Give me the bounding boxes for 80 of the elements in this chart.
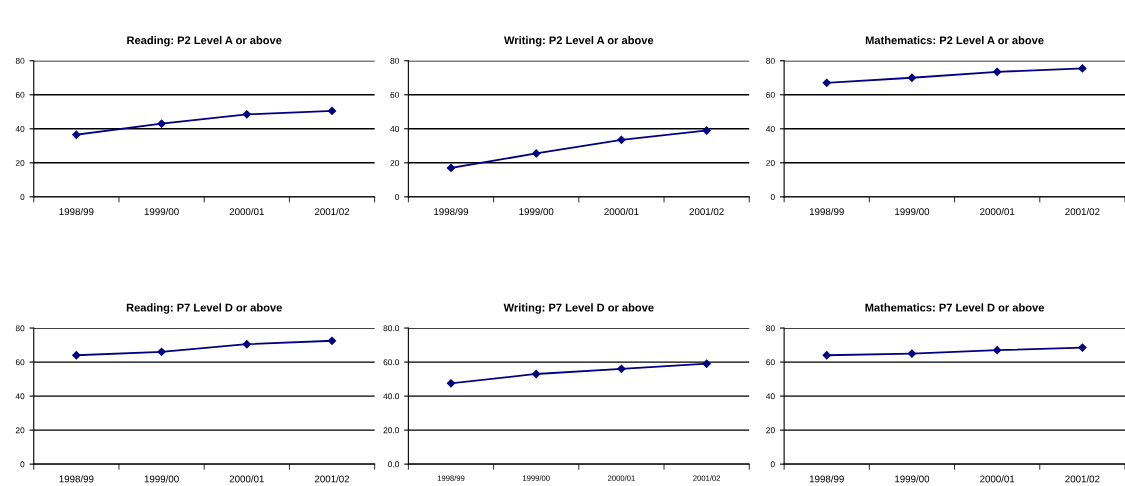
y-tick-label: 60: [766, 359, 775, 366]
x-tick-label: 1998/99: [59, 475, 94, 483]
y-tick-label: 40.0: [383, 393, 400, 400]
y-tick-label: 80: [766, 325, 775, 332]
x-tick-label: 1998/99: [59, 207, 94, 216]
point: [617, 364, 626, 374]
x-tick-label: 2000/01: [980, 207, 1015, 216]
chart-title: Reading: P7 Level D or above: [126, 303, 282, 314]
y-tick-label: 20: [766, 160, 775, 166]
point: [907, 73, 917, 82]
y-tick-label: 40: [15, 125, 25, 132]
y-tick-label: 20: [390, 160, 400, 166]
point: [72, 130, 81, 139]
x-tick-label: 2001/02: [314, 475, 350, 483]
point: [157, 119, 166, 128]
point: [822, 351, 831, 360]
y-tick-label: 60: [390, 91, 400, 98]
x-tick-label: 2001/02: [314, 207, 350, 216]
y-tick-label: 60: [15, 91, 25, 98]
x-tick-label: 1998/99: [434, 207, 469, 216]
chart-title: Mathematics: P2 Level A or above: [865, 36, 1044, 45]
point: [1078, 343, 1087, 352]
point: [532, 369, 541, 379]
x-tick-label: 2001/02: [1065, 475, 1100, 483]
point: [72, 351, 81, 360]
point: [327, 336, 337, 345]
x-tick-label: 1999/00: [144, 475, 179, 483]
y-tick-label: 60: [766, 91, 775, 98]
y-tick-label: 40: [766, 125, 775, 132]
y-tick-label: 0.0: [388, 461, 400, 468]
x-tick-label: 2001/02: [1065, 207, 1100, 216]
y-tick-label: 20: [15, 427, 25, 434]
point: [1078, 64, 1087, 73]
x-tick-label: 1999/00: [519, 207, 554, 216]
x-tick-label: 2001/02: [689, 207, 724, 216]
y-tick-label: 80: [15, 325, 25, 332]
chart-title: Reading: P2 Level A or above: [127, 36, 282, 47]
point: [242, 110, 251, 119]
x-tick-label: 1999/00: [895, 207, 930, 216]
y-tick-label: 0: [395, 194, 400, 200]
point: [157, 347, 166, 356]
y-tick-label: 80.0: [383, 325, 400, 332]
point: [822, 78, 831, 87]
point: [702, 359, 711, 368]
y-tick-label: 0: [20, 461, 25, 468]
x-tick-label: 2000/01: [229, 207, 264, 216]
point: [907, 349, 917, 358]
chart-title: Writing: P2 Level A or above: [504, 36, 654, 47]
point: [993, 67, 1002, 76]
point: [242, 340, 251, 349]
x-tick-label: 1998/99: [809, 475, 844, 483]
point: [532, 149, 541, 158]
x-tick-label: 2000/01: [229, 475, 264, 483]
y-tick-label: 20: [15, 160, 25, 166]
y-tick-label: 60: [15, 359, 25, 366]
y-tick-label: 80: [766, 57, 775, 64]
point: [702, 126, 711, 135]
y-tick-label: 60.0: [383, 359, 400, 366]
y-tick-label: 0: [770, 194, 775, 200]
x-tick-label: 1999/00: [895, 475, 930, 483]
y-tick-label: 20: [766, 427, 775, 434]
point: [327, 106, 337, 116]
y-tick-label: 80: [15, 57, 25, 64]
point: [446, 163, 456, 173]
point: [617, 135, 626, 144]
chart-title: Mathematics: P7 Level D or above: [865, 303, 1045, 312]
point: [993, 346, 1002, 355]
y-tick-label: 40: [15, 393, 25, 400]
y-tick-label: 80: [390, 57, 400, 64]
x-tick-label: 2000/01: [604, 207, 639, 216]
y-tick-label: 40: [390, 125, 400, 132]
x-tick-label: 1999/00: [144, 207, 179, 216]
chart-title: Writing: P7 Level D or above: [503, 303, 654, 314]
y-tick-label: 20.0: [383, 427, 400, 434]
x-tick-label: 1998/99: [809, 207, 844, 216]
x-tick-label: 2000/01: [980, 475, 1015, 483]
y-tick-label: 40: [766, 393, 775, 400]
y-tick-label: 0: [770, 461, 775, 468]
point: [446, 379, 456, 388]
y-tick-label: 0: [20, 194, 25, 200]
